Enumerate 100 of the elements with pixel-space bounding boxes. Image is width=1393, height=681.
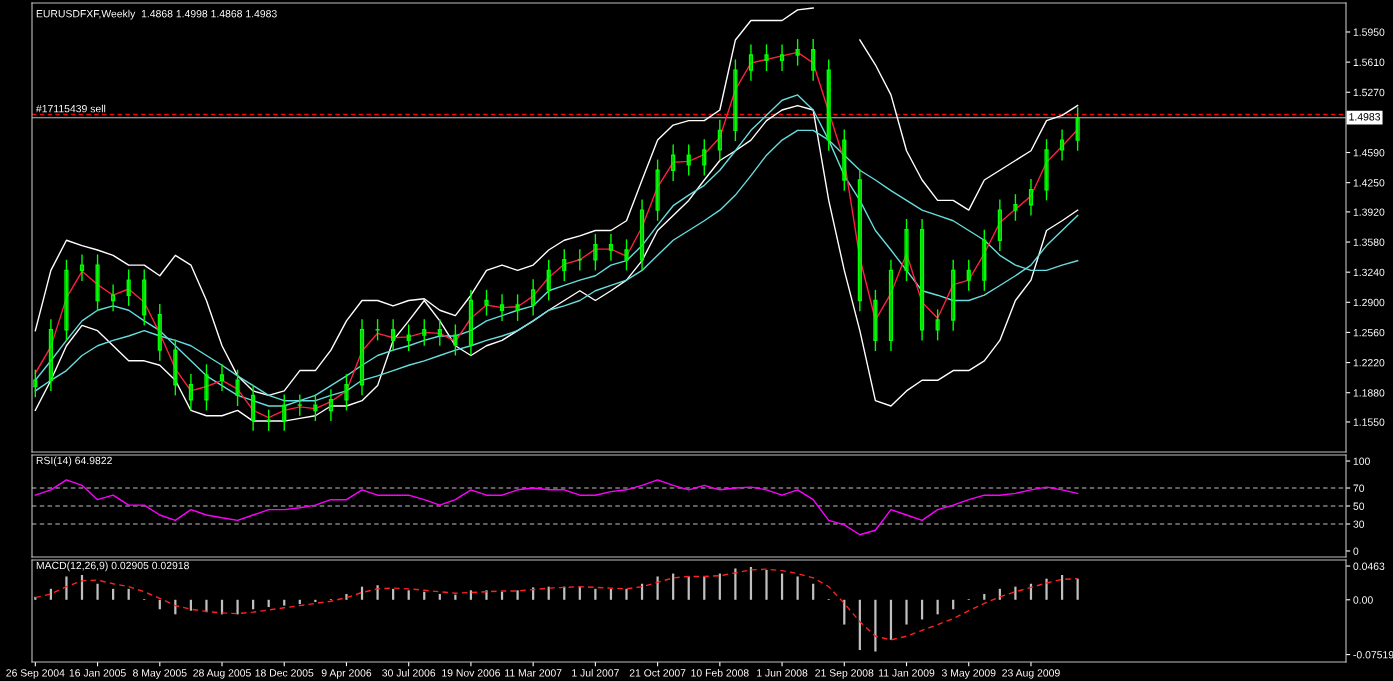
candlestick [826,58,831,152]
candlestick [391,318,396,352]
x-tick-label: 3 May 2009 [941,669,996,679]
bar [656,576,659,600]
bar [780,573,784,600]
x-tick-label: 16 Jan 2005 [69,669,126,677]
bar [516,590,519,600]
candlestick [624,238,629,272]
candlestick [406,323,411,352]
x-tick-label: 26 Sep 2004 [6,669,65,679]
candlestick [484,289,489,317]
y-tick-label: 1.1550 [1353,418,1385,426]
candlestick [437,318,442,347]
bar [360,586,364,600]
candlestick [1028,178,1034,217]
bar [796,576,799,600]
bar [625,588,628,600]
x-tick-label: 21 Oct 2007 [629,669,686,677]
y-tick-label: 1.3920 [1353,208,1385,216]
x-tick-label: 10 Feb 2008 [691,668,749,677]
bar [49,588,52,600]
candlestick [811,38,816,82]
x-tick-label: 18 Dec 2005 [255,669,314,677]
y-tick-label: 1.1880 [1353,389,1385,397]
bar [718,573,721,600]
candlestick [888,259,894,352]
candlestick [142,268,147,327]
line-series [34,479,1079,536]
candlestick [686,143,691,177]
bar [594,588,597,600]
y-tick-label: 1.5270 [1353,88,1385,97]
candlestick [1044,138,1049,202]
bar [485,590,488,600]
x-tick-label: 1 Jun 2008 [757,669,808,677]
candlestick [1060,128,1065,162]
y-tick-label: 0.0463 [1353,562,1385,570]
ref-line-label: 1.4983 [1349,113,1381,121]
candlestick [873,289,878,352]
candlestick [1013,193,1018,222]
y-tick-label: -0.07519 [1353,651,1393,659]
bar [609,588,613,600]
candlestick [157,303,162,362]
bar [189,599,193,611]
candlestick [422,318,427,347]
candlestick [344,373,349,412]
y-tick-label: 50 [1353,502,1365,510]
candlestick [33,368,38,398]
bar [672,573,675,600]
y-tick-label: 1.2560 [1353,328,1385,337]
bar [283,599,286,606]
candlestick [266,408,271,432]
candlestick [997,198,1002,252]
candlestick [702,138,707,177]
x-tick-label: 19 Nov 2006 [442,669,501,677]
x-tick-label: 28 Aug 2005 [193,669,251,679]
x-tick-label: 23 Aug 2009 [1002,669,1060,679]
bar [345,593,348,600]
candlestick [453,323,458,357]
x-tick-label: 11 Jan 2009 [879,669,935,677]
y-tick-label: 100 [1353,457,1370,465]
x-tick-label: 1 Jul 2007 [572,668,619,677]
y-tick-label: 70 [1353,484,1365,492]
candlestick [235,368,240,407]
y-tick-label: 1.3240 [1353,268,1385,277]
bar [236,599,239,615]
candlestick [204,363,209,412]
bar [765,569,768,600]
candlestick [842,128,847,192]
candlestick [173,338,178,397]
bar [905,599,908,625]
x-tick-label: 30 Jul 2006 [382,668,436,677]
x-tick-label: 21 Sep 2008 [815,669,874,679]
y-tick-label: 1.5610 [1353,58,1385,66]
bar [1014,586,1017,600]
candlestick [328,388,333,422]
candlestick [966,259,971,292]
bar [687,576,690,600]
chart-title: RSI(14) 64.9822 [36,456,112,467]
y-tick-label: 1.5950 [1353,28,1385,36]
bar [392,588,395,600]
candlestick [499,293,505,322]
y-tick-label: 1.4250 [1353,179,1385,187]
candlestick [593,233,598,272]
candlestick [795,38,800,67]
candlestick [935,308,940,342]
bar [407,590,410,600]
bar [983,593,986,600]
ref-line-label: #17115439 sell [35,104,106,113]
candlestick [919,218,925,342]
candlestick [188,373,193,412]
candlestick [904,218,909,282]
candlestick [531,278,536,317]
chart-title: MACD(12,26,9) 0.02905 0.02918 [36,561,189,572]
bar [874,599,877,652]
candlestick [48,318,53,392]
candlestick [717,119,722,162]
candlestick [515,293,520,322]
candlestick [733,58,738,142]
bar [205,599,208,613]
x-tick-label: 8 May 2005 [133,669,187,679]
